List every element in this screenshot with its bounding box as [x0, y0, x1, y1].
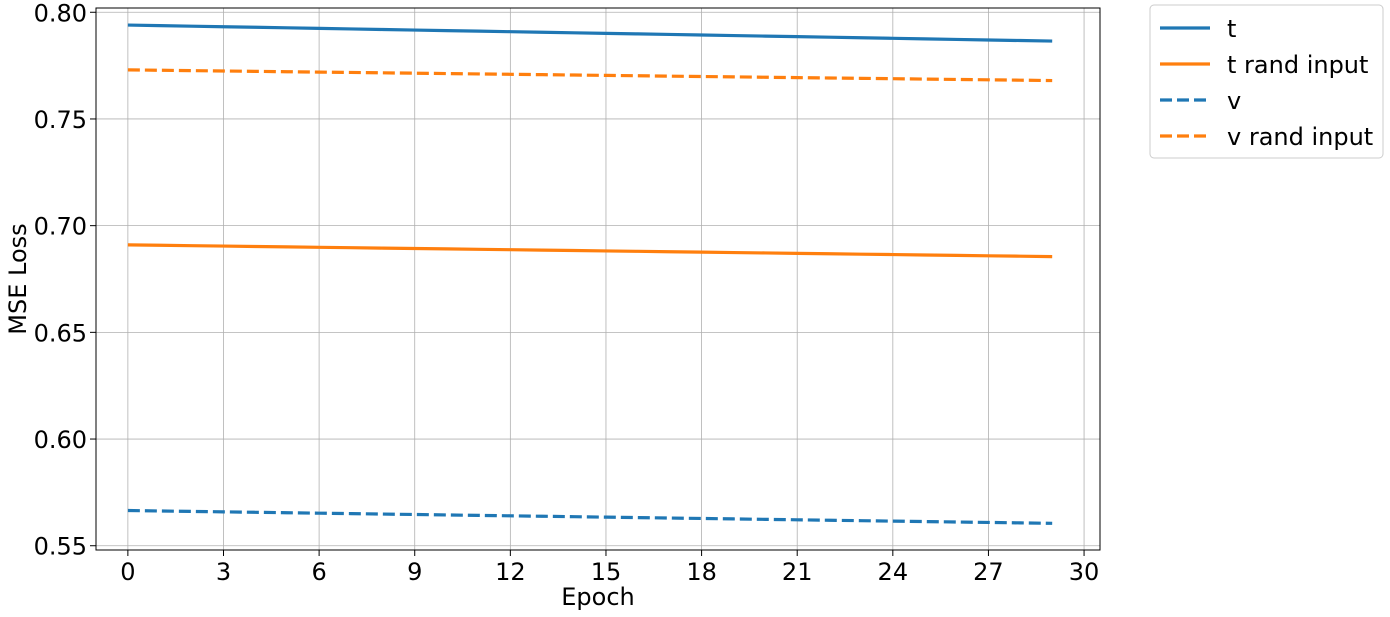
y-tick-label: 0.70	[34, 213, 87, 241]
legend-label: t	[1227, 15, 1236, 43]
x-tick-label: 3	[216, 558, 231, 586]
y-tick-label: 0.65	[34, 319, 87, 347]
legend-box	[1149, 4, 1384, 159]
x-tick-label: 6	[311, 558, 326, 586]
x-tick-label: 27	[973, 558, 1004, 586]
x-tick-label: 15	[591, 558, 622, 586]
series-line-3	[127, 508, 1053, 525]
x-tick-label: 21	[782, 558, 813, 586]
x-tick-label: 9	[407, 558, 422, 586]
x-tick-label: 18	[686, 558, 717, 586]
plot-frame	[95, 7, 1101, 551]
y-axis-label: MSE Loss	[4, 223, 32, 334]
legend: t t rand input v v rand input	[1149, 4, 1384, 159]
y-tick-label: 0.80	[34, 0, 87, 27]
x-tick-label: 30	[1069, 558, 1100, 586]
x-axis: 0 3 6 9 12 15 18 21 24 27 30	[120, 550, 1099, 586]
y-tick-label: 0.55	[34, 533, 87, 561]
series-line-4	[127, 68, 1053, 83]
x-tick-label: 24	[878, 558, 909, 586]
y-tick-label: 0.60	[34, 426, 87, 454]
x-axis-label: Epoch	[561, 583, 635, 611]
legend-label: t rand input	[1227, 51, 1368, 79]
y-tick-label: 0.75	[34, 106, 87, 134]
x-tick-label: 12	[495, 558, 526, 586]
legend-label: v	[1227, 87, 1241, 115]
grid-lines	[96, 8, 1100, 550]
series-line-1	[127, 23, 1053, 43]
series-line-2	[127, 243, 1053, 259]
legend-label: v rand input	[1227, 123, 1373, 151]
x-tick-label: 0	[120, 558, 135, 586]
series-layer	[127, 23, 1053, 525]
y-axis: 0.55 0.60 0.65 0.70 0.75 0.80	[34, 0, 96, 561]
